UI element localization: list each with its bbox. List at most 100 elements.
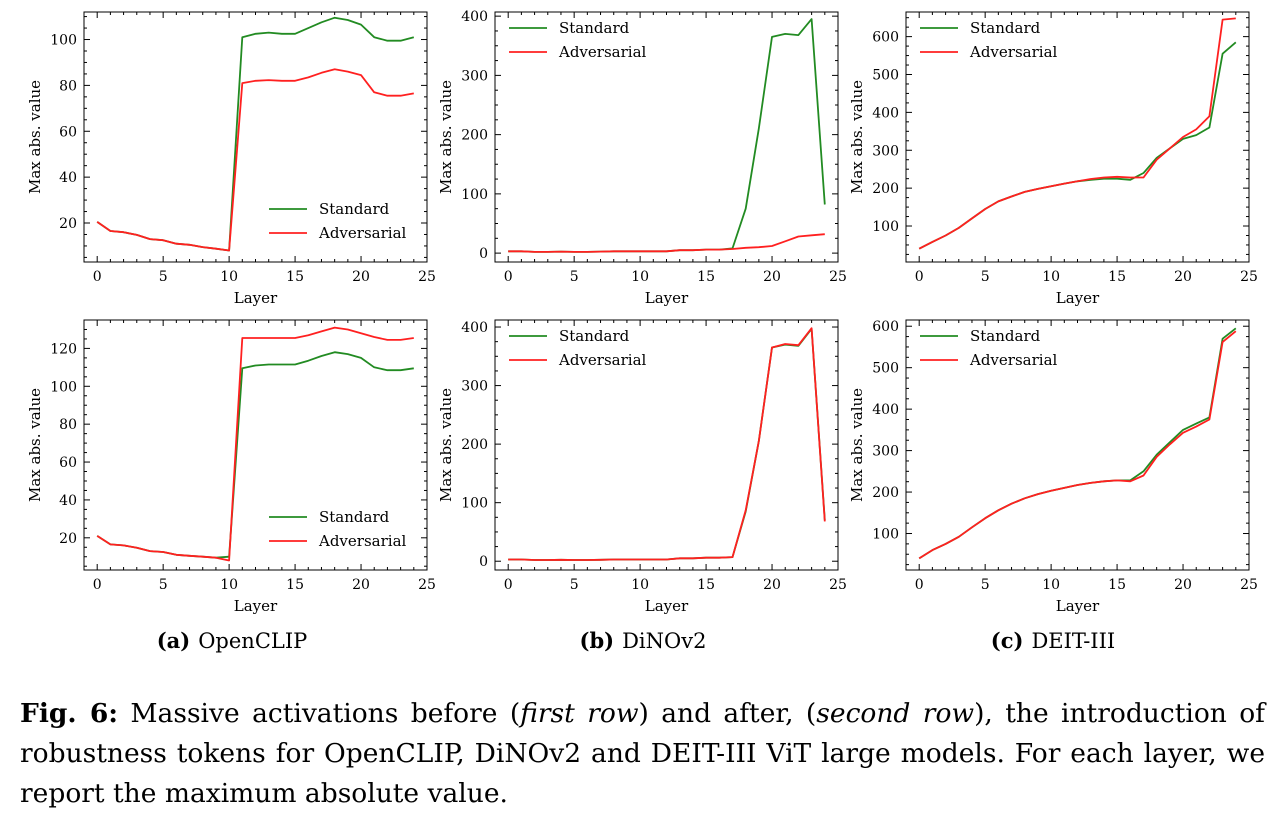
caption-text-3: ), the introduction of robustness tokens… — [20, 698, 1265, 809]
y-tick-label: 100 — [50, 379, 77, 395]
y-tick-label: 80 — [59, 78, 77, 94]
x-tick-label: 25 — [418, 269, 436, 285]
x-tick-label: 25 — [829, 577, 847, 593]
y-tick-label: 120 — [50, 341, 77, 357]
legend-label-adversarial: Adversarial — [558, 43, 647, 61]
x-tick-label: 20 — [763, 577, 781, 593]
x-tick-label: 10 — [220, 577, 238, 593]
x-axis-label: Layer — [1056, 597, 1100, 615]
legend-label-standard: Standard — [319, 200, 390, 218]
y-tick-label: 200 — [461, 437, 488, 453]
figure-caption: Fig. 6: Massive activations before (firs… — [20, 694, 1265, 814]
sub-caption-b: (b) DiNOv2 — [493, 628, 793, 653]
sub-caption-a-tag: (a) — [156, 628, 191, 653]
x-tick-label: 20 — [352, 577, 370, 593]
series-line-standard — [918, 41, 1237, 250]
y-tick-label: 400 — [872, 105, 899, 121]
legend-label-standard: Standard — [559, 327, 630, 345]
x-tick-label: 5 — [981, 577, 990, 593]
x-tick-label: 0 — [504, 269, 513, 285]
y-axis-label: Max abs. value — [26, 80, 44, 194]
y-tick-label: 100 — [872, 219, 899, 235]
x-tick-label: 20 — [352, 269, 370, 285]
y-tick-label: 20 — [59, 216, 77, 232]
sub-caption-c-tag: (c) — [990, 628, 1024, 653]
caption-emph-2: second row — [816, 698, 975, 729]
y-tick-label: 400 — [461, 9, 488, 25]
x-tick-label: 10 — [1042, 577, 1060, 593]
plot-frame — [494, 319, 839, 571]
y-axis-label: Max abs. value — [437, 388, 455, 502]
y-tick-label: 100 — [461, 496, 488, 512]
y-tick-label: 600 — [872, 30, 899, 46]
sub-caption-a-name: OpenCLIP — [198, 629, 308, 653]
series-line-adversarial — [508, 327, 826, 561]
x-tick-label: 10 — [220, 269, 238, 285]
x-axis-label: Layer — [1056, 289, 1100, 307]
y-axis-label: Max abs. value — [437, 80, 455, 194]
x-tick-label: 20 — [1174, 269, 1192, 285]
y-tick-label: 100 — [50, 33, 77, 49]
y-tick-label: 0 — [479, 246, 488, 262]
x-tick-label: 15 — [286, 577, 304, 593]
x-tick-label: 20 — [1174, 577, 1192, 593]
chart-openclip-before: 0 5 10 15 20 25 20 40 60 80 100 Layer Max abs. value… — [26, 11, 436, 307]
caption-emph-1: first row — [520, 698, 639, 729]
y-tick-label: 300 — [872, 444, 899, 460]
x-tick-label: 0 — [504, 577, 513, 593]
x-tick-label: 25 — [1240, 577, 1258, 593]
y-tick-label: 100 — [872, 527, 899, 543]
sub-caption-b-tag: (b) — [579, 628, 615, 653]
series-line-standard — [96, 351, 414, 559]
x-tick-label: 5 — [570, 269, 579, 285]
legend-label-adversarial: Adversarial — [318, 224, 407, 242]
sub-caption-c: (c) DEIT-III — [903, 628, 1203, 653]
y-tick-label: 200 — [461, 128, 488, 144]
y-tick-label: 400 — [872, 402, 899, 418]
series-line-adversarial — [918, 17, 1236, 250]
x-tick-label: 15 — [286, 269, 304, 285]
y-tick-label: 500 — [872, 68, 899, 84]
y-tick-label: 300 — [461, 379, 488, 395]
x-tick-label: 15 — [697, 269, 715, 285]
caption-text-1: Massive activations before ( — [118, 698, 521, 729]
x-tick-label: 0 — [93, 269, 102, 285]
y-tick-label: 500 — [872, 361, 899, 377]
y-tick-label: 60 — [59, 455, 77, 471]
series-line-adversarial — [918, 330, 1237, 560]
y-tick-label: 40 — [59, 170, 77, 186]
x-tick-label: 0 — [915, 577, 924, 593]
x-tick-label: 0 — [93, 577, 102, 593]
legend-label-adversarial: Adversarial — [969, 351, 1058, 369]
y-tick-label: 60 — [59, 124, 77, 140]
legend-label-adversarial: Adversarial — [558, 351, 647, 369]
y-tick-label: 80 — [59, 417, 77, 433]
x-tick-label: 5 — [570, 577, 579, 593]
y-tick-label: 300 — [872, 143, 899, 159]
x-axis-label: Layer — [645, 597, 689, 615]
legend-label-standard: Standard — [970, 19, 1041, 37]
caption-text-2: ) and after, ( — [638, 698, 817, 729]
plot-frame — [905, 11, 1250, 263]
x-axis-label: Layer — [234, 289, 278, 307]
x-tick-label: 10 — [631, 269, 649, 285]
x-tick-label: 25 — [418, 577, 436, 593]
x-tick-label: 0 — [915, 269, 924, 285]
plot-frame — [494, 11, 839, 263]
sub-caption-b-name: DiNOv2 — [622, 629, 707, 653]
x-tick-label: 20 — [763, 269, 781, 285]
series-line-adversarial — [508, 233, 825, 253]
y-tick-label: 20 — [59, 531, 77, 547]
legend-label-standard: Standard — [559, 19, 630, 37]
y-tick-label: 600 — [872, 319, 899, 335]
chart-dinov2-before: 0 5 10 15 20 25 0 100 200 300 400 Layer Max abs. val… — [437, 9, 847, 307]
y-tick-label: 400 — [461, 320, 488, 336]
caption-label: Fig. 6: — [20, 698, 119, 729]
legend-label-standard: Standard — [970, 327, 1041, 345]
y-axis-label: Max abs. value — [26, 388, 44, 502]
chart-deit-before: 0 5 10 15 20 25 100 200 300 400 500 600 Layer Max abs… — [848, 11, 1258, 307]
series-line-standard — [918, 327, 1237, 560]
x-tick-label: 5 — [981, 269, 990, 285]
x-tick-label: 10 — [1042, 269, 1060, 285]
